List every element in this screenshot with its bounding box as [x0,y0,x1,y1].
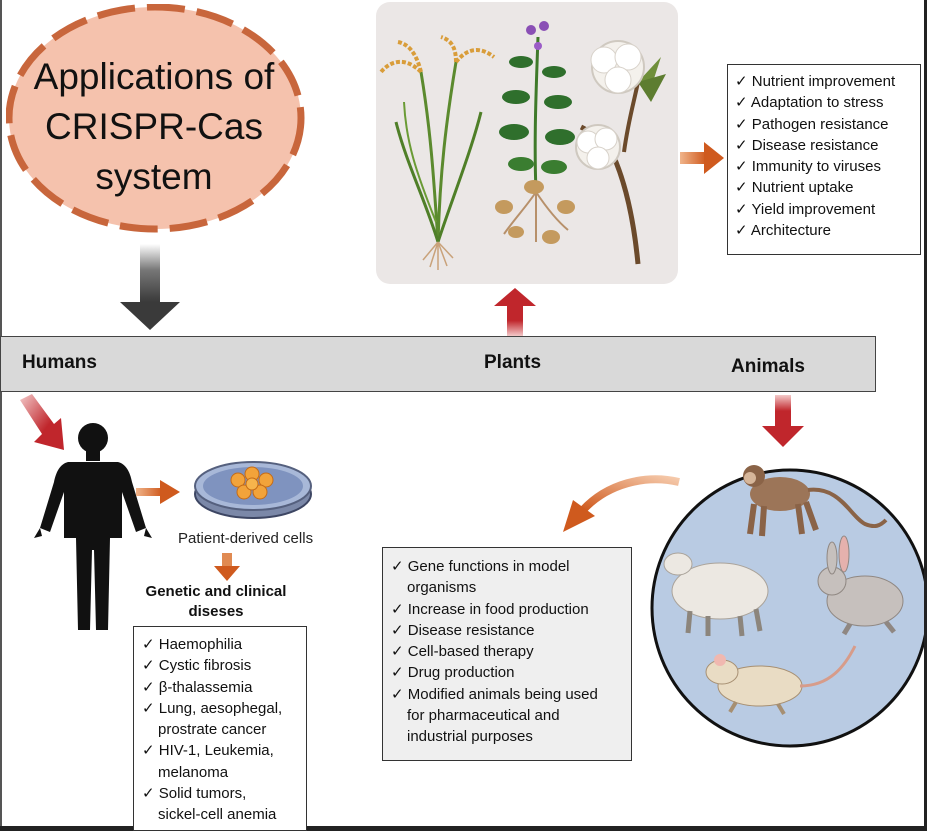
check-icon: ✓ [142,657,155,675]
list-item-continuation: industrial purposes [407,728,533,746]
human-dish-arrow [136,480,180,504]
check-icon: ✓ [142,678,155,696]
list-item: ✓ Cell-based therapy [391,643,534,661]
cells-down-arrow [214,553,240,581]
cells-caption: Patient-derived cells [178,530,314,547]
human-silhouette-icon [34,423,152,630]
diseases-title: Genetic and clinical diseses [145,583,287,620]
frame-bottom-border [0,826,927,831]
diagram-title: Applications of CRISPR-Cas system [14,52,294,202]
animals-down-arrow [762,395,804,447]
category-plants: Plants [484,352,542,373]
check-icon: ✓ [391,664,404,682]
check-icon: ✓ [735,222,748,240]
monkey-icon [743,465,888,537]
categories-bar [0,336,876,392]
title-line-1: Applications of [33,56,275,97]
category-humans: Humans [22,352,97,373]
list-item: ✓ Nutrient improvement [735,73,896,90]
check-icon: ✓ [391,558,404,575]
frame-left-border [0,0,2,831]
cotton-plant-icon [575,40,666,265]
check-icon: ✓ [142,636,155,653]
list-item-continuation: melanoma [158,763,229,781]
list-item: ✓ HIV-1, Leukemia, [142,742,274,760]
list-item-continuation: prostrate cancer [158,721,267,739]
rat-icon [705,645,857,716]
list-item: ✓ Disease resistance [391,621,535,639]
list-item-continuation: organisms [407,579,477,597]
title-line-2: CRISPR-Cas [45,106,263,147]
list-item: ✓ Haemophilia [142,636,243,653]
list-item: ✓ Solid tumors, [142,785,247,803]
list-item: ✓ Lung, aesophegal, [142,699,283,717]
frame-right-border [924,0,927,831]
list-item: ✓ Architecture [735,222,831,240]
plant-benefits-list: ✓ Nutrient improvement ✓ Adaptation to s… [727,64,921,255]
check-icon: ✓ [142,699,155,717]
check-icon: ✓ [735,136,748,154]
list-item: ✓ Disease resistance [735,136,879,154]
check-icon: ✓ [735,115,748,133]
list-item: ✓ Immunity to viruses [735,158,881,176]
title-down-arrow [120,244,180,330]
animals-illustration [650,465,924,748]
list-item: ✓ Increase in food production [391,600,589,618]
humans-down-arrow [20,394,64,450]
list-item: ✓ Adaptation to stress [735,94,884,112]
check-icon: ✓ [735,200,748,218]
list-item-continuation: for pharmaceutical and [407,707,560,725]
check-icon: ✓ [391,600,404,618]
rice-plant-icon [379,35,496,270]
category-animals: Animals [731,356,805,377]
title-ellipse [6,4,305,233]
list-item: ✓ Cystic fibrosis [142,657,252,675]
human-diseases-list: ✓ Haemophilia ✓ Cystic fibrosis ✓ β-thal… [133,626,307,831]
check-icon: ✓ [391,621,404,639]
animals-curved-arrow [563,475,680,532]
check-icon: ✓ [142,785,155,803]
check-icon: ✓ [735,179,748,197]
rabbit-icon [817,535,904,636]
check-icon: ✓ [735,94,748,112]
plants-illustration [379,21,666,270]
check-icon: ✓ [735,158,748,176]
list-item: ✓ Yield improvement [735,200,876,218]
animal-uses-list: ✓ Gene functions in model organisms ✓ In… [382,547,632,761]
list-item: ✓ Pathogen resistance [735,115,889,133]
list-item-continuation: sickel-cell anemia [158,806,277,824]
check-icon: ✓ [142,742,155,760]
check-icon: ✓ [391,643,404,661]
list-item: ✓ Gene functions in model [391,558,570,575]
list-item: ✓ Nutrient uptake [735,179,854,197]
petri-dish-icon [194,461,312,519]
check-icon: ✓ [391,685,404,703]
list-item: ✓ β-thalassemia [142,678,253,696]
potato-plant-icon [495,21,575,244]
title-line-3: system [95,156,213,197]
sheep-icon [663,552,769,637]
plants-list-arrow [680,142,724,174]
list-item: ✓ Modified animals being used [391,685,598,703]
plants-up-arrow [494,288,536,336]
list-item: ✓ Drug production [391,664,515,682]
check-icon: ✓ [735,73,748,90]
